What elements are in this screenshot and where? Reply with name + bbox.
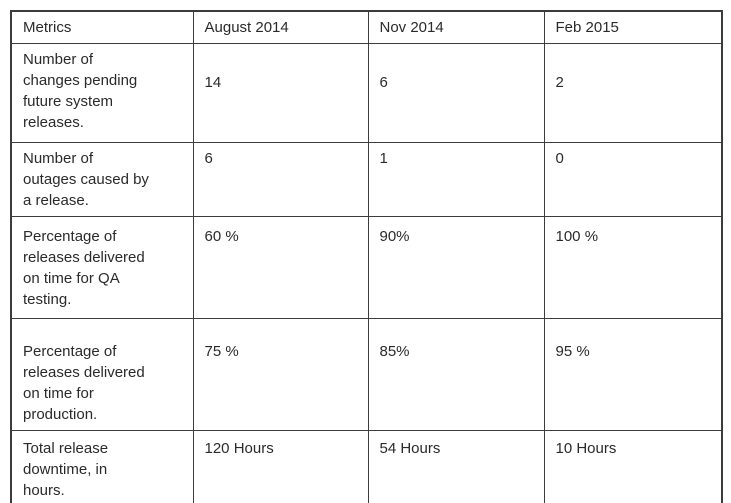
column-header: Metrics <box>10 10 194 44</box>
header-row: Metrics August 2014 Nov 2014 Feb 2015 <box>10 10 723 44</box>
value-cell: 6 <box>367 43 545 143</box>
table-row: Percentage of releases delivered on time… <box>10 318 723 431</box>
metric-label-cell: Percentage of releases delivered on time… <box>10 216 194 319</box>
table-row: Percentage of releases delivered on time… <box>10 216 723 319</box>
table-row: Total release downtime, in hours. 120 Hou… <box>10 430 723 503</box>
value-cell: 10 Hours <box>543 430 723 503</box>
metric-label-cell: Number of changes pending future system … <box>10 43 194 143</box>
metric-label-cell: Percentage of releases delivered on time… <box>10 318 194 431</box>
value-cell: 1 <box>367 142 545 217</box>
column-header: Nov 2014 <box>367 10 545 44</box>
table-body: Number of changes pending future system … <box>10 43 723 503</box>
metric-label-cell: Number of outages caused by a release. <box>10 142 194 217</box>
value-cell: 0 <box>543 142 723 217</box>
value-cell: 60 % <box>192 216 369 319</box>
value-cell: 2 <box>543 43 723 143</box>
value-cell: 54 Hours <box>367 430 545 503</box>
value-cell: 90% <box>367 216 545 319</box>
column-header: Feb 2015 <box>543 10 723 44</box>
value-cell: 6 <box>192 142 369 217</box>
value-cell: 85% <box>367 318 545 431</box>
metric-label-cell: Total release downtime, in hours. <box>10 430 194 503</box>
table-row: Number of changes pending future system … <box>10 43 723 143</box>
value-cell: 75 % <box>192 318 369 431</box>
table-row: Number of outages caused by a release. 6 1… <box>10 142 723 217</box>
value-cell: 120 Hours <box>192 430 369 503</box>
value-cell: 95 % <box>543 318 723 431</box>
column-header: August 2014 <box>192 10 369 44</box>
value-cell: 100 % <box>543 216 723 319</box>
metrics-table: Metrics August 2014 Nov 2014 Feb 2015 Numbe… <box>10 10 723 503</box>
value-cell: 14 <box>192 43 369 143</box>
